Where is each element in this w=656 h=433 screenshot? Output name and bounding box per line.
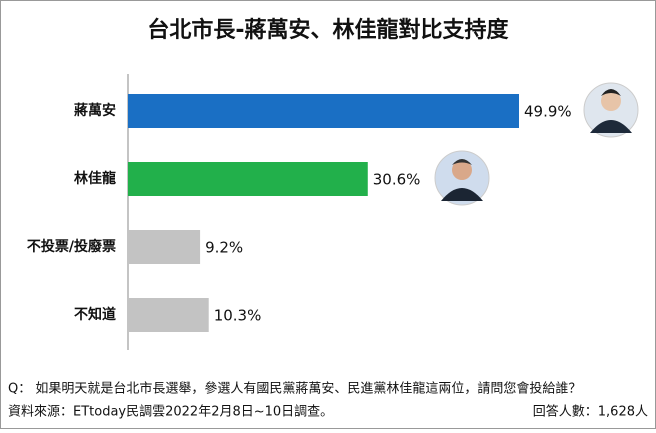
value-label: 10.3% <box>214 307 262 325</box>
value-label: 9.2% <box>205 239 243 257</box>
source: 資料來源：ETtoday民調雲2022年2月8日~10日調查。 <box>8 405 333 420</box>
category-label: 蔣萬安 <box>74 102 116 119</box>
sample-size: 回答人數：1,628人 <box>533 404 648 420</box>
bar <box>128 162 368 196</box>
chart-title: 台北市長-蔣萬安、林佳龍對比支持度 <box>147 17 509 43</box>
category-label: 不投票/投廢票 <box>27 238 116 255</box>
question: Q： 如果明天就是台北市長選舉，參選人有國民黨蔣萬安、民進黨林佳龍這兩位，請問您… <box>8 381 581 397</box>
photo-2 <box>434 150 490 206</box>
category-label: 林佳龍 <box>74 170 116 187</box>
value-label: 49.9% <box>524 103 572 121</box>
category-label: 不知道 <box>74 306 116 323</box>
bar <box>128 94 519 128</box>
bar <box>128 230 201 264</box>
value-label: 30.6% <box>373 171 421 189</box>
photo-1 <box>583 82 639 138</box>
bar <box>128 298 209 332</box>
